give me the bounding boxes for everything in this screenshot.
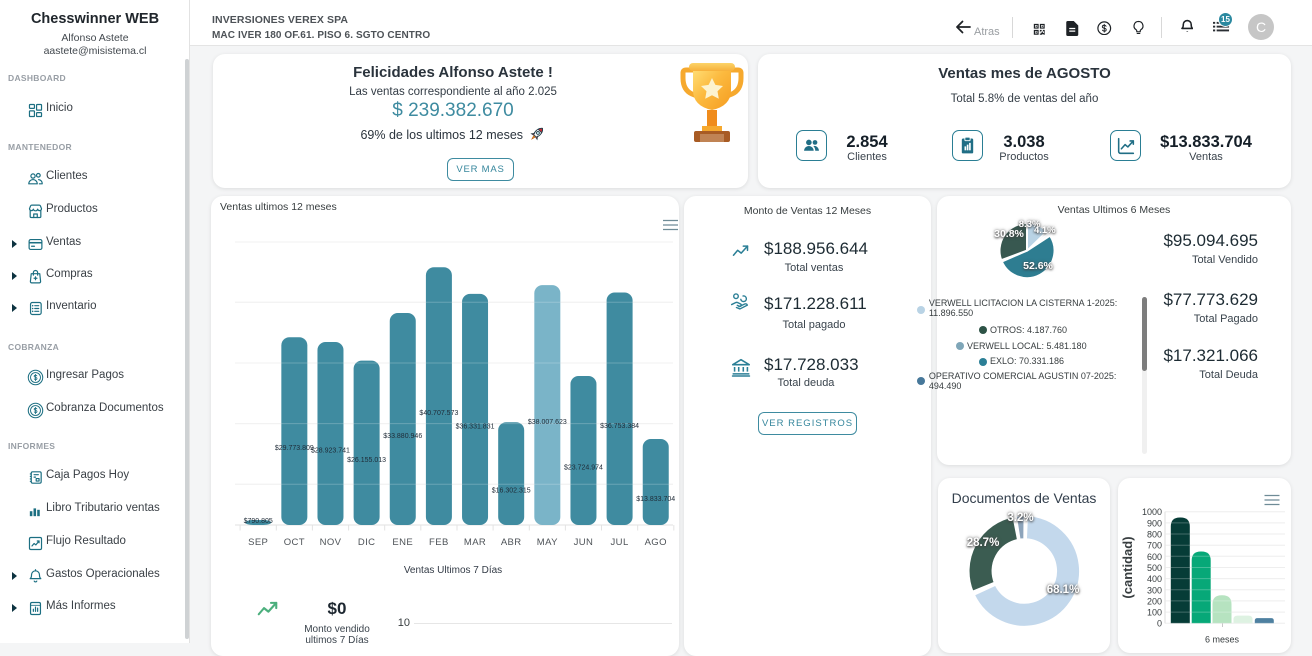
- svg-text:ABR: ABR: [501, 537, 522, 548]
- svg-text:$29.773.809: $29.773.809: [275, 445, 314, 452]
- svg-text:AGO: AGO: [645, 537, 667, 548]
- svg-text:OCT: OCT: [284, 537, 305, 548]
- svg-text:$13.833.704: $13.833.704: [636, 496, 675, 503]
- svg-text:800: 800: [1147, 530, 1162, 540]
- svg-text:$38.007.623: $38.007.623: [528, 419, 567, 426]
- svg-text:0: 0: [1157, 619, 1162, 629]
- svg-text:FEB: FEB: [429, 537, 449, 548]
- svg-text:6 meses: 6 meses: [1205, 635, 1240, 644]
- svg-text:SEP: SEP: [248, 537, 268, 548]
- svg-text:JUL: JUL: [611, 537, 629, 548]
- svg-text:$28.923.741: $28.923.741: [311, 448, 350, 455]
- svg-text:1000: 1000: [1142, 507, 1162, 517]
- svg-text:$23.724.974: $23.724.974: [564, 465, 603, 472]
- svg-text:$40.707.573: $40.707.573: [419, 410, 458, 417]
- svg-text:300: 300: [1147, 585, 1162, 595]
- svg-text:$790.805: $790.805: [244, 518, 273, 525]
- svg-text:$33.880.946: $33.880.946: [383, 433, 422, 440]
- svg-text:DIC: DIC: [358, 537, 376, 548]
- svg-text:$16.302.315: $16.302.315: [492, 488, 531, 495]
- svg-text:$26.155.013: $26.155.013: [347, 457, 386, 464]
- svg-text:JUN: JUN: [574, 537, 594, 548]
- svg-text:MAR: MAR: [464, 537, 486, 548]
- svg-text:100: 100: [1147, 608, 1162, 618]
- svg-text:400: 400: [1147, 574, 1162, 584]
- svg-text:700: 700: [1147, 541, 1162, 551]
- svg-text:200: 200: [1147, 596, 1162, 606]
- svg-text:MAY: MAY: [537, 537, 558, 548]
- svg-text:900: 900: [1147, 518, 1162, 528]
- svg-text:$36.331.831: $36.331.831: [456, 423, 495, 430]
- svg-text:(cantidad): (cantidad): [1120, 536, 1135, 598]
- svg-text:600: 600: [1147, 552, 1162, 562]
- svg-text:NOV: NOV: [320, 537, 342, 548]
- svg-text:500: 500: [1147, 563, 1162, 573]
- svg-text:$36.753.384: $36.753.384: [600, 423, 639, 430]
- svg-text:ENE: ENE: [392, 537, 413, 548]
